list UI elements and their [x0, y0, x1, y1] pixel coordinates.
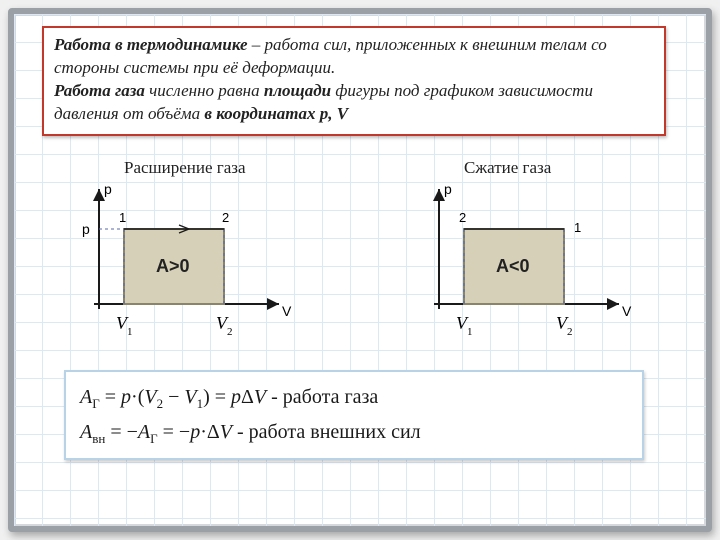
formula-external-work: Aвн = −AГ = −p·ΔV - работа внешних сил — [80, 415, 628, 450]
x-axis-label: V — [622, 303, 632, 319]
def-text2: численно равна — [145, 81, 264, 100]
compression-diagram: Сжатие газа p V 2 1 A<0 — [374, 154, 674, 354]
v1-label: V1 — [456, 313, 473, 338]
def-term2: Работа газа — [54, 81, 145, 100]
work-sign-label: A>0 — [156, 256, 190, 276]
v2-label: V2 — [216, 313, 233, 338]
def-term4: в координатах p, V — [204, 104, 348, 123]
v1-label: V1 — [116, 313, 133, 338]
p-level-label: p — [82, 221, 90, 237]
whiteboard-frame: Работа в термодинамике – работа сил, при… — [8, 8, 712, 532]
formula-box: AГ = p·(V2 − V1) = pΔV - работа газа Aвн… — [64, 370, 644, 460]
work-sign-label: A<0 — [496, 256, 530, 276]
diagram-row: Расширение газа p V p — [34, 154, 684, 354]
v2-label: V2 — [556, 313, 573, 338]
point-1: 1 — [574, 220, 581, 235]
compression-title: Сжатие газа — [464, 158, 551, 178]
def-term1: Работа в термодинамике — [54, 35, 248, 54]
expansion-title: Расширение газа — [124, 158, 246, 178]
x-axis-label: V — [282, 303, 292, 319]
expansion-plot: p V p 1 2 A>0 V1 V2 — [64, 184, 304, 344]
point-2: 2 — [459, 210, 466, 225]
def-term3: площади — [264, 81, 331, 100]
compression-plot: p V 2 1 A<0 V1 V2 — [404, 184, 644, 344]
point-1: 1 — [119, 210, 126, 225]
definition-box: Работа в термодинамике – работа сил, при… — [42, 26, 666, 136]
y-axis-label: p — [104, 184, 112, 197]
point-2: 2 — [222, 210, 229, 225]
formula-gas-work: AГ = p·(V2 − V1) = pΔV - работа газа — [80, 380, 628, 415]
y-axis-label: p — [444, 184, 452, 197]
expansion-diagram: Расширение газа p V p — [34, 154, 334, 354]
